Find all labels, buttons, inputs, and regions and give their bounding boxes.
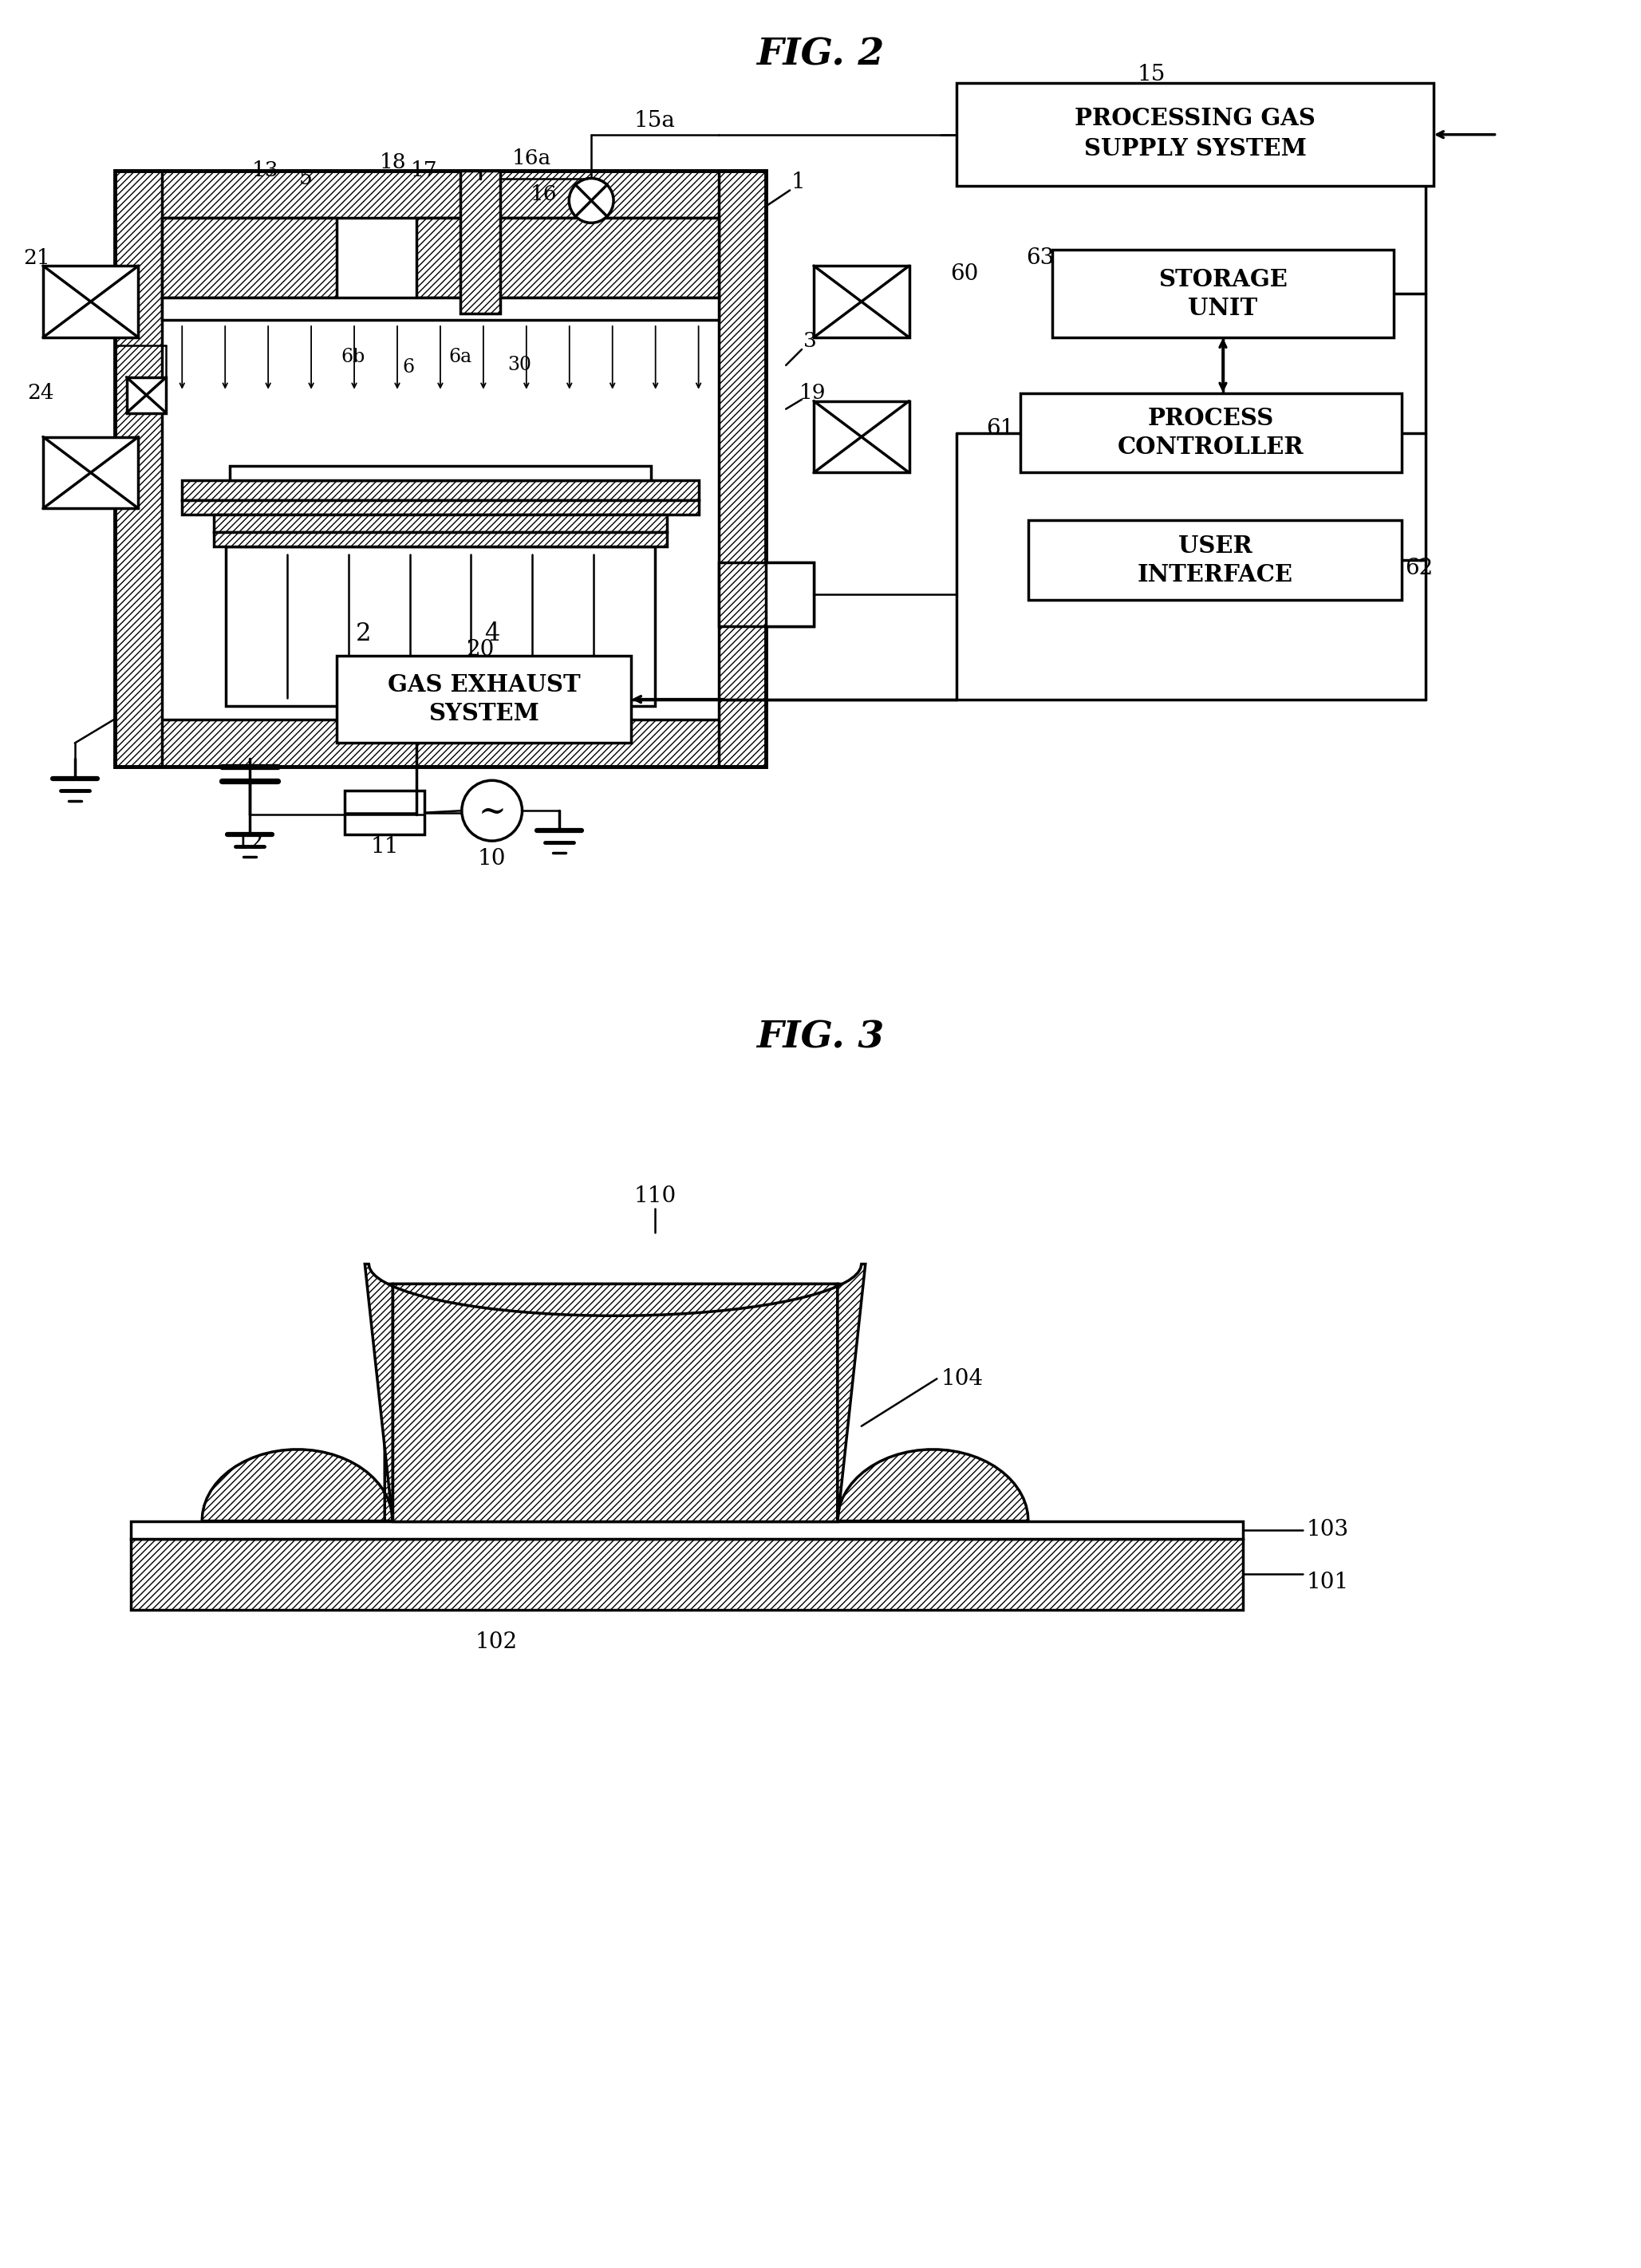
Text: 5: 5 [299,168,312,188]
Bar [226,547,655,705]
Bar [43,438,138,508]
Bar [230,467,651,481]
Text: STORAGE: STORAGE [1159,268,1288,290]
Text: 6: 6 [402,358,415,376]
Text: 63: 63 [1026,247,1054,268]
Text: 104: 104 [940,1368,983,1390]
Text: ~: ~ [478,796,505,830]
Polygon shape [202,1284,392,1522]
Text: USER: USER [1178,535,1252,558]
Text: PROCESSING GAS: PROCESSING GAS [1075,107,1316,129]
Text: 6a: 6a [448,347,473,367]
Text: 6b: 6b [341,347,364,367]
Text: GAS EXHAUST: GAS EXHAUST [387,674,581,696]
Text: 19: 19 [799,383,825,404]
Bar [766,562,814,626]
Bar [345,792,425,835]
Bar [213,515,666,533]
Text: 2: 2 [356,621,371,646]
Bar [417,218,719,297]
Bar [719,562,814,626]
Bar [126,376,166,413]
Text: FIG. 2: FIG. 2 [757,36,884,73]
Text: 11: 11 [371,835,399,857]
Text: 102: 102 [474,1631,517,1653]
Text: CONTROLLER: CONTROLLER [1118,435,1305,458]
Text: 16: 16 [530,184,556,204]
Text: 3: 3 [802,331,817,352]
Bar [719,170,766,767]
Text: 62: 62 [1405,558,1433,578]
Bar [336,655,632,744]
Bar [182,501,699,515]
Circle shape [569,179,614,222]
Text: 17: 17 [410,161,438,181]
Bar [130,1538,1242,1610]
Text: 1: 1 [791,172,806,193]
Bar [43,265,138,338]
Bar [130,1522,1242,1538]
Text: 10: 10 [478,848,505,869]
Text: 30: 30 [507,356,532,374]
Text: 60: 60 [950,263,978,284]
Circle shape [461,780,522,841]
Text: 13: 13 [253,161,279,181]
Bar [1029,519,1401,599]
Text: 103: 103 [1306,1520,1349,1540]
Bar [213,533,666,547]
Bar [162,297,719,320]
Bar [115,170,162,767]
Text: 18: 18 [379,152,405,172]
Text: 15a: 15a [633,111,676,132]
Bar [162,218,336,297]
Text: 24: 24 [28,383,54,404]
Text: PROCESS: PROCESS [1149,406,1273,431]
Text: 61: 61 [986,417,1014,440]
Text: 21: 21 [23,247,49,268]
Text: 101: 101 [1306,1572,1349,1592]
Bar [1021,392,1401,472]
Text: 110: 110 [633,1186,676,1207]
Bar [115,170,766,218]
Text: 20: 20 [466,640,494,660]
Bar [1052,249,1393,338]
Text: SUPPLY SYSTEM: SUPPLY SYSTEM [1085,138,1306,161]
Bar [814,265,909,338]
Text: INTERFACE: INTERFACE [1137,562,1293,585]
Text: 12: 12 [236,832,264,853]
Bar [392,1284,837,1522]
Text: 4: 4 [484,621,499,646]
Bar [182,481,699,501]
Bar [459,170,501,313]
Bar [957,84,1434,186]
Text: SYSTEM: SYSTEM [428,703,540,726]
Text: 15: 15 [1137,64,1165,86]
Text: 16a: 16a [512,147,551,168]
Bar [115,170,766,767]
Polygon shape [837,1284,1029,1522]
Text: FIG. 3: FIG. 3 [757,1018,884,1055]
Bar [814,401,909,472]
Polygon shape [364,1263,865,1522]
Text: UNIT: UNIT [1188,297,1257,320]
Bar [115,719,766,767]
